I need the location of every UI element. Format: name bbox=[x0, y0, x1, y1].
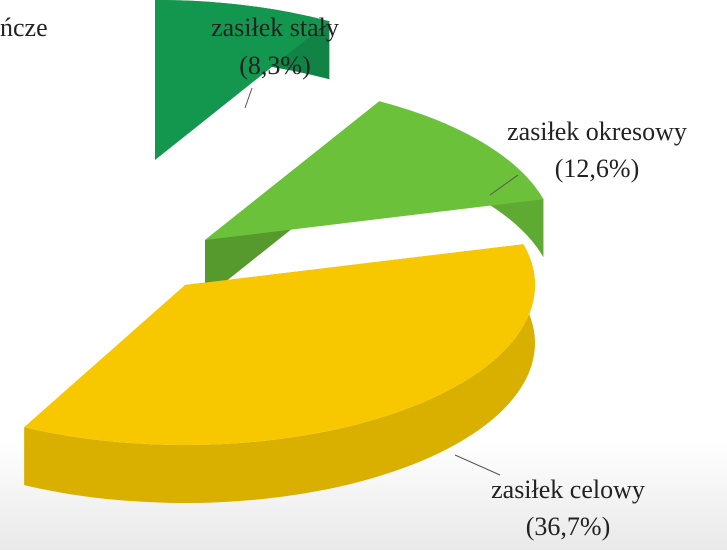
pie bbox=[24, 0, 544, 504]
slice-side bbox=[24, 244, 536, 504]
slice-label: zasiłek celowy bbox=[491, 475, 645, 504]
partial-label: ńcze bbox=[0, 13, 48, 42]
slice bbox=[205, 101, 544, 241]
slice-value-label: (12,6%) bbox=[555, 154, 639, 183]
leader-line bbox=[489, 174, 519, 196]
slice-value-label: (36,7%) bbox=[526, 512, 610, 541]
slice bbox=[155, 0, 330, 160]
slice-label: zasiłek stały bbox=[211, 13, 339, 42]
slice-value-label: (8,3%) bbox=[239, 51, 310, 80]
labels: zasiłek stały (8,3%) zasiłek okresowy (12,6… bbox=[211, 13, 687, 541]
slice-label: zasiłek okresowy bbox=[507, 117, 687, 146]
leader-line bbox=[244, 87, 253, 109]
slice bbox=[24, 244, 536, 446]
leader-line bbox=[454, 454, 501, 476]
